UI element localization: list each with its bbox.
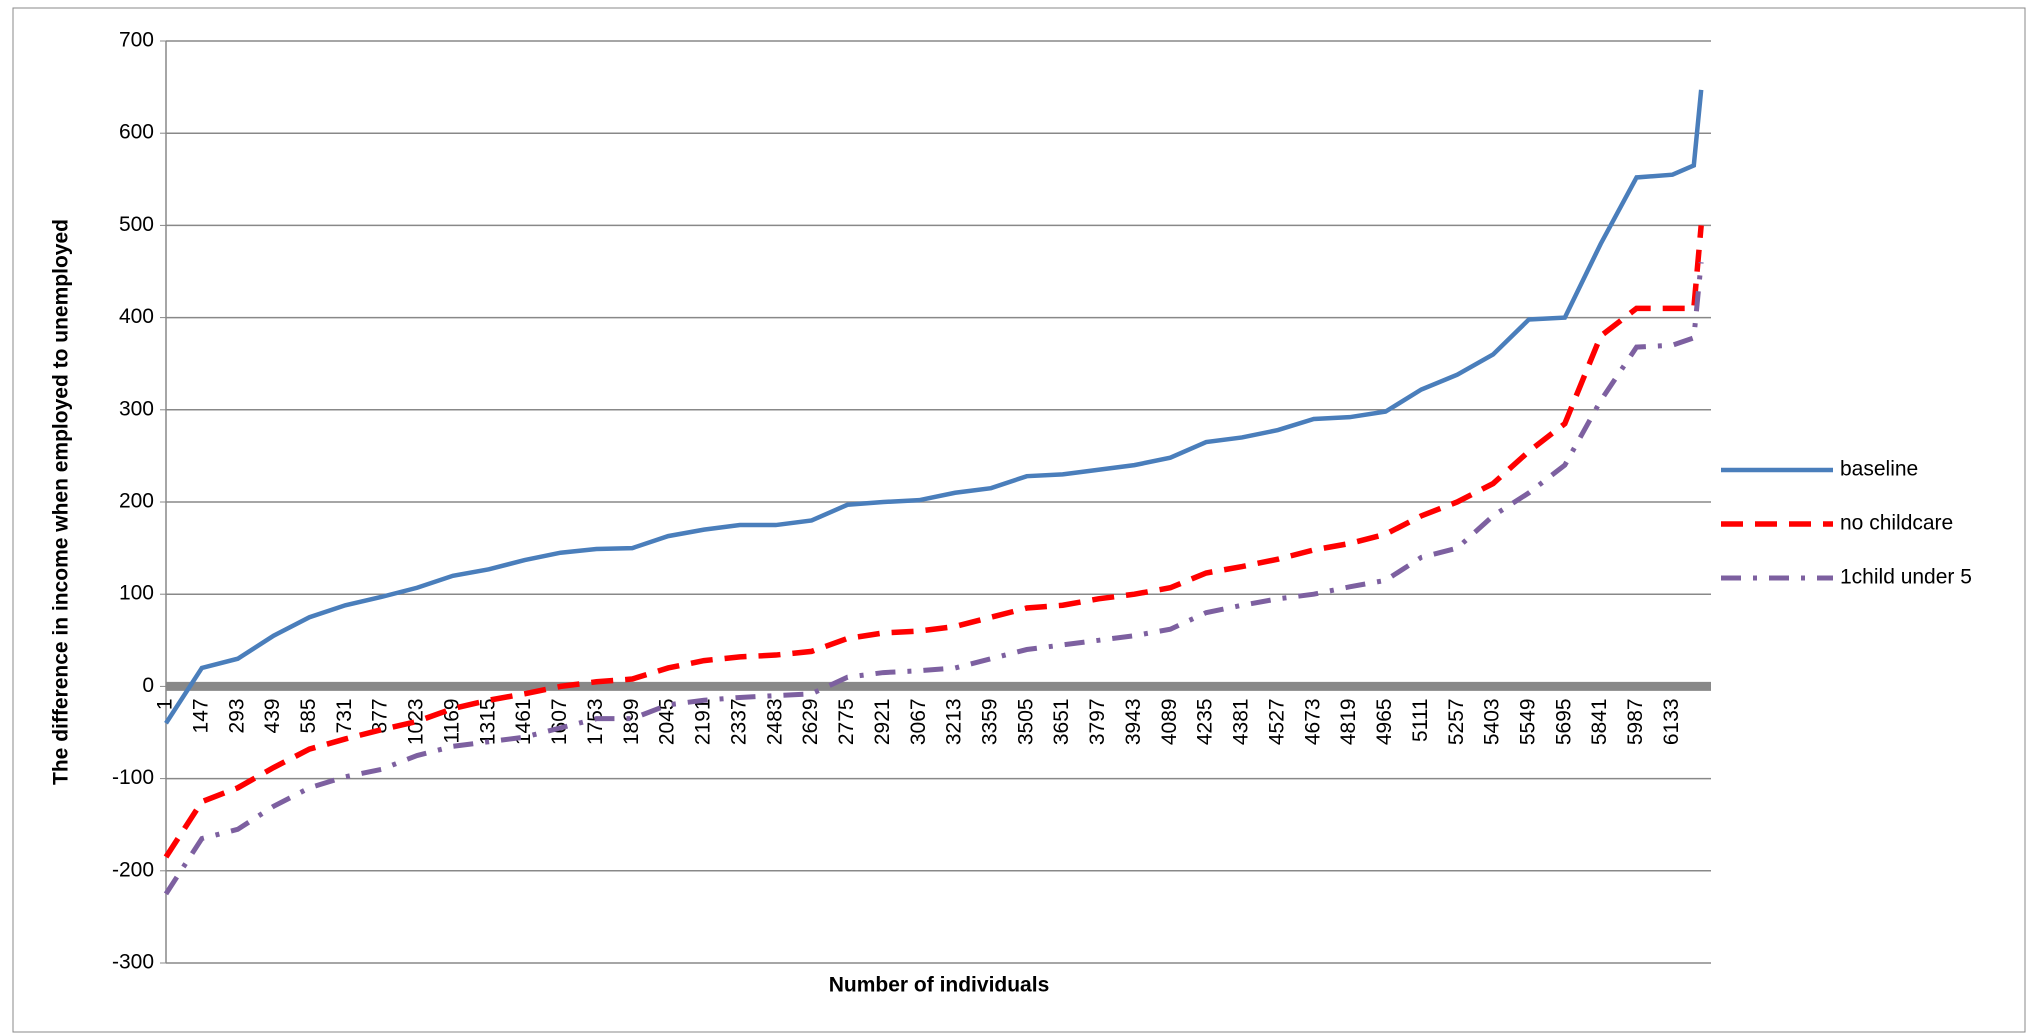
y-tick-label: 600 [119,121,154,144]
x-tick-label: 2629 [799,698,822,745]
y-axis-label: The difference in income when employed t… [50,219,73,785]
x-tick-label: 4819 [1337,698,1360,745]
x-tick-label: 1023 [405,698,428,745]
x-tick-label: 2045 [656,698,679,745]
x-tick-label: 2921 [871,698,894,745]
x-tick-label: 4673 [1301,698,1324,745]
x-tick-label: 1315 [476,698,499,745]
x-tick-label: 2191 [692,698,715,745]
x-tick-label: 2483 [763,698,786,745]
y-tick-label: -300 [112,951,154,974]
legend-label: 1child under 5 [1840,566,1972,589]
x-tick-label: 4381 [1230,698,1253,745]
x-tick-label: 3067 [907,698,930,745]
x-tick-label: 3359 [978,698,1001,745]
legend-label: baseline [1840,458,1918,481]
y-tick-label: 400 [119,305,154,328]
series-line [163,262,1704,896]
x-tick-label: 4527 [1265,698,1288,745]
x-tick-label: 293 [225,698,248,733]
x-tick-label: 147 [189,698,212,733]
y-tick-label: 500 [119,213,154,236]
x-tick-label: 4089 [1158,698,1181,745]
x-tick-label: 5841 [1588,698,1611,745]
x-tick-label: 5549 [1517,698,1540,745]
x-axis-label: Number of individuals [829,974,1050,997]
series-line [164,89,1704,725]
x-tick-label: 585 [297,698,320,733]
x-tick-label: 3651 [1050,698,1073,745]
x-tick-label: 6133 [1660,698,1683,745]
x-tick-label: 1899 [620,698,643,745]
x-tick-label: 5111 [1409,698,1432,742]
x-tick-label: 1169 [440,698,463,743]
legend-label: no childcare [1840,512,1953,535]
x-tick-label: 5695 [1552,698,1575,745]
y-tick-label: 700 [119,29,154,52]
x-tick-label: 1753 [584,698,607,745]
y-tick-label: -200 [112,858,154,881]
x-tick-label: 5403 [1481,698,1504,745]
series-line [163,225,1704,859]
x-tick-label: 3505 [1014,698,1037,745]
y-tick-label: -100 [112,766,154,789]
y-tick-label: 300 [119,397,154,420]
chart-frame [12,7,2026,1033]
x-tick-label: 4965 [1373,698,1396,745]
x-tick-label: 3797 [1086,698,1109,745]
x-tick-label: 5257 [1445,698,1468,745]
x-tick-label: 1461 [512,698,535,745]
x-tick-label: 877 [369,698,392,733]
y-tick-label: 0 [142,674,154,697]
x-tick-label: 439 [261,698,284,733]
x-tick-label: 5987 [1624,698,1647,745]
x-tick-label: 3943 [1122,698,1145,745]
x-tick-label: 731 [333,698,356,733]
x-tick-label: 4235 [1194,698,1217,745]
x-tick-label: 1 [154,698,177,710]
x-tick-label: 3213 [943,698,966,745]
x-tick-label: 1607 [548,698,571,745]
x-tick-label: 2337 [727,698,750,745]
y-tick-label: 100 [119,582,154,605]
x-tick-label: 2775 [835,698,858,745]
y-tick-label: 200 [119,490,154,513]
